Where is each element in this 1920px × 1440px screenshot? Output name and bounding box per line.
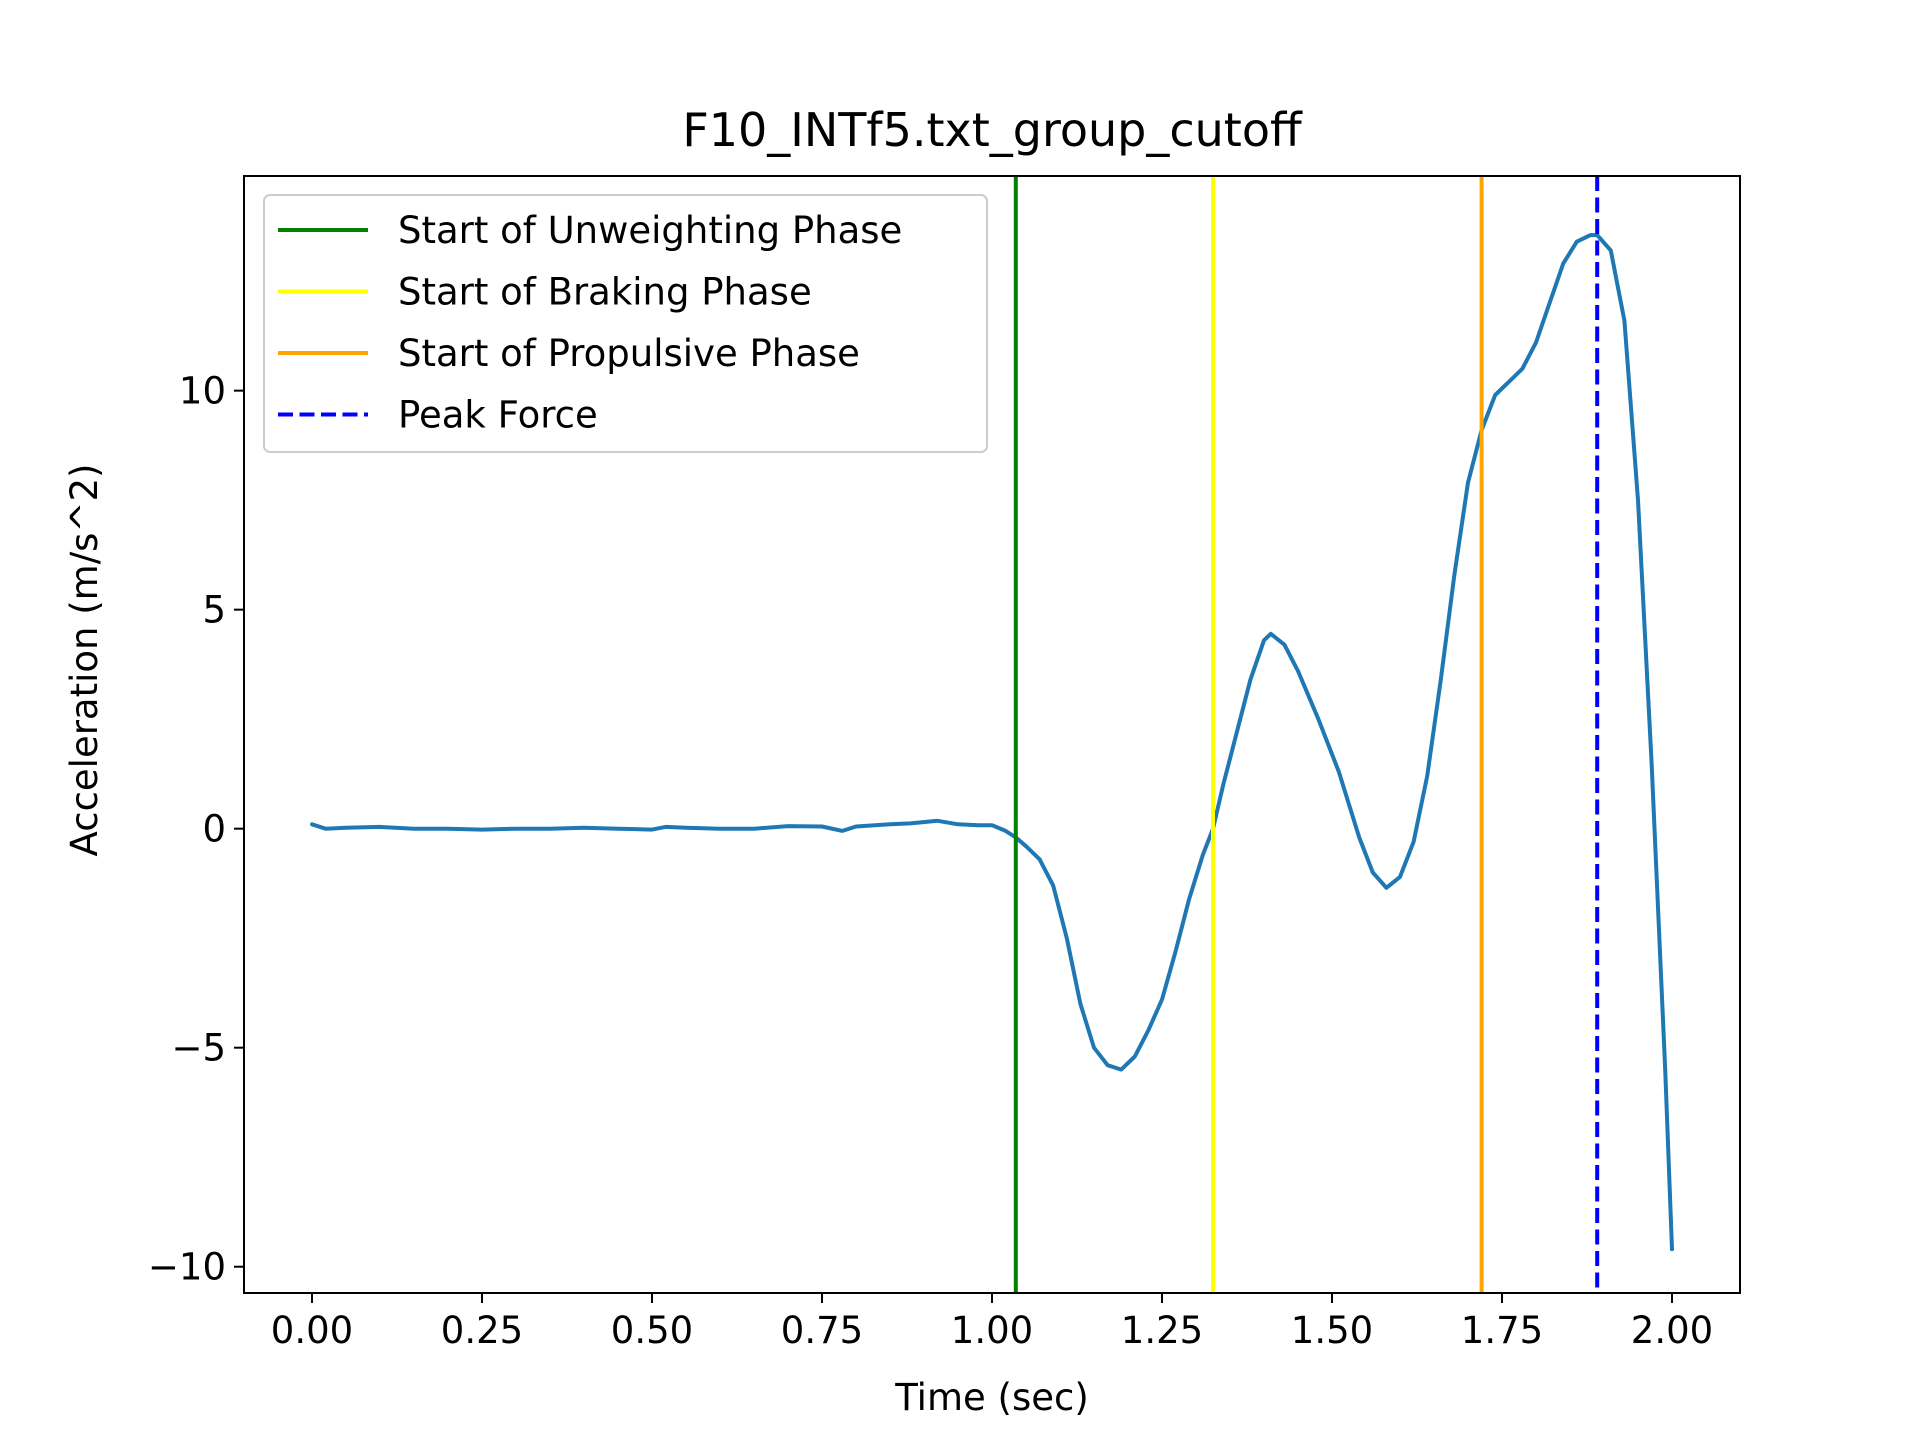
- legend-label-peak-force: Peak Force: [398, 394, 598, 437]
- legend-label-start-of-braking-phase: Start of Braking Phase: [398, 271, 812, 314]
- legend: Start of Unweighting Phase Start of Braki…: [263, 194, 988, 453]
- x-tick-label: 0.25: [441, 1309, 523, 1352]
- x-tick-label: 1.50: [1291, 1309, 1373, 1352]
- y-tick-label: −5: [171, 1027, 226, 1070]
- y-tick-label: 0: [202, 808, 226, 851]
- legend-label-start-of-unweighting-phase: Start of Unweighting Phase: [398, 209, 902, 252]
- chart-title: F10_INTf5.txt_group_cutoff: [682, 103, 1303, 157]
- x-tick-label: 0.00: [271, 1309, 353, 1352]
- plot-content: [310, 176, 1674, 1293]
- x-tick-label: 2.00: [1631, 1309, 1713, 1352]
- legend-box: [263, 194, 988, 453]
- legend-label-start-of-propulsive-phase: Start of Propulsive Phase: [398, 332, 860, 375]
- y-axis-label: Acceleration (m/s^2): [63, 464, 106, 857]
- x-axis-label: Time (sec): [894, 1376, 1089, 1419]
- x-tick-label: 1.25: [1121, 1309, 1203, 1352]
- y-tick-label: 10: [179, 370, 226, 413]
- axes: 0.00 0.25 0.50 0.75 1.00 1.25 1.50 1.75 2.00 −10 −…: [148, 175, 1741, 1352]
- x-tick-label: 1.00: [951, 1309, 1033, 1352]
- y-tick-label: 5: [202, 589, 226, 632]
- y-tick-label: −10: [148, 1246, 226, 1289]
- plot-area: [310, 176, 1674, 1293]
- acceleration-series-line: [310, 233, 1674, 1252]
- x-tick-label: 1.75: [1461, 1309, 1543, 1352]
- x-tick-label: 0.50: [611, 1309, 693, 1352]
- x-tick-label: 0.75: [781, 1309, 863, 1352]
